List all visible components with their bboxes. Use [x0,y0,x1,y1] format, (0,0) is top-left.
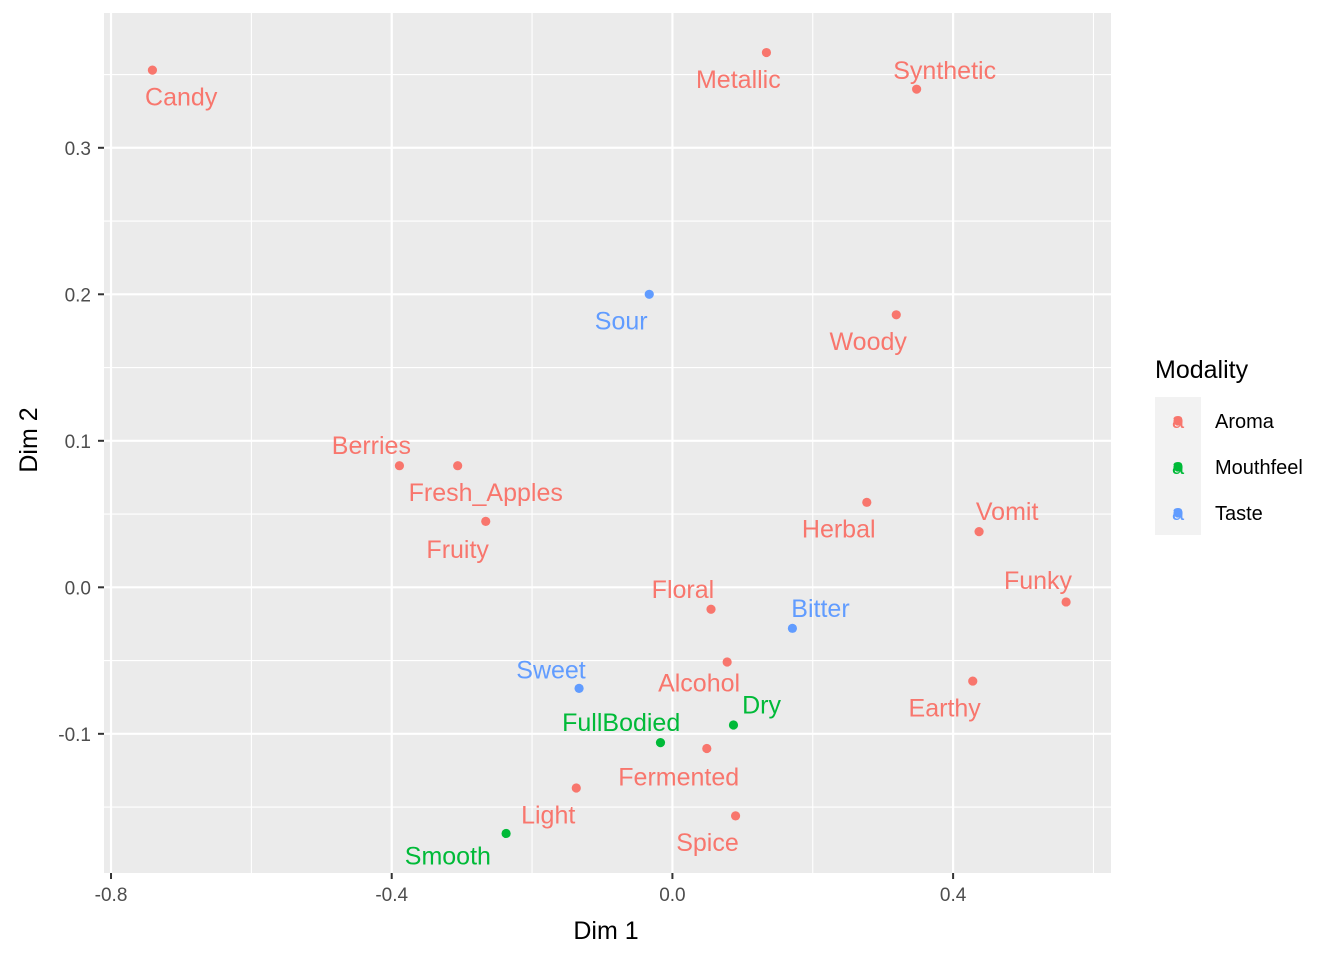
data-point [968,676,978,686]
y-tick-label: 0.3 [65,139,91,160]
data-point-label: Alcohol [658,670,740,698]
data-point-label: Smooth [405,842,491,870]
data-point [394,461,405,471]
x-tick-label: 0.0 [659,885,685,906]
data-point-label: Synthetic [893,57,996,85]
data-point-label: Bitter [791,595,849,623]
y-axis-title: Dim 2 [15,407,43,472]
data-points [147,47,1071,839]
data-point [1061,597,1071,607]
data-point-label: FullBodied [562,709,680,737]
legend-key-point [1173,416,1183,426]
y-tick-label: 0.1 [65,432,91,453]
x-tick-label: -0.4 [375,885,408,906]
minor-gridlines [104,13,1111,873]
data-point-label: Light [521,801,575,829]
y-tick-label: 0.0 [65,578,91,599]
legend-key-point [1173,508,1183,518]
data-point-label: Sour [595,308,648,336]
data-point-label: Berries [332,432,411,460]
legend-key-glyph: a [1172,454,1185,479]
data-point [644,289,654,299]
data-point-labels: Candy Metallic Synthetic Sour Woody Berries Fr… [145,57,1072,870]
data-point-label: Spice [676,829,739,857]
data-point-label: Candy [145,84,218,112]
data-point [761,47,772,58]
data-point [655,738,666,748]
data-point [787,623,798,633]
legend-label: Aroma [1215,411,1275,433]
y-tick-label: -0.1 [58,725,91,746]
plot-panel [104,13,1111,873]
x-axis: -0.8 -0.4 0.0 0.4 [95,873,967,906]
data-point-label: Fermented [618,763,739,791]
data-point [974,527,984,537]
legend-title: Modality [1155,356,1249,384]
data-point-label: Floral [652,576,715,604]
data-point-label: Dry [742,692,781,720]
data-point-label: Earthy [909,694,982,722]
data-point [706,604,716,614]
legend-items: a Aroma a Mouthfeel a Taste [1155,397,1303,535]
data-point [912,84,922,94]
legend: Modality a Aroma a Mouthfeel a Taste [1155,356,1303,535]
data-point-label: Herbal [802,516,876,544]
data-point [574,683,584,694]
legend-key-glyph: a [1172,500,1185,525]
data-point [501,828,511,839]
y-axis: -0.1 0.0 0.1 0.2 0.3 [58,139,104,746]
major-gridlines [104,13,1111,873]
legend-label: Mouthfeel [1215,457,1303,479]
y-tick-label: 0.2 [65,285,91,306]
data-point [702,743,712,754]
data-point [147,65,158,75]
data-point [722,657,732,667]
data-point-label: Fresh_Apples [409,479,563,507]
data-point [453,461,463,471]
data-point [730,811,741,821]
data-point [891,310,901,320]
x-axis-title: Dim 1 [573,917,638,945]
x-tick-label: -0.8 [95,885,128,906]
data-point [571,783,581,793]
legend-key-glyph: a [1172,408,1185,433]
data-point-label: Metallic [696,66,781,94]
legend-key-point [1173,462,1183,472]
data-point-label: Fruity [426,536,489,564]
data-point-label: Vomit [976,498,1039,526]
data-point-label: Woody [830,328,908,356]
data-point-label: Sweet [516,656,586,684]
data-point-label: Funky [1004,567,1073,595]
x-tick-label: 0.4 [940,885,967,906]
data-point [728,720,739,730]
legend-label: Taste [1215,503,1263,525]
data-point [862,497,872,507]
data-point [481,516,491,526]
